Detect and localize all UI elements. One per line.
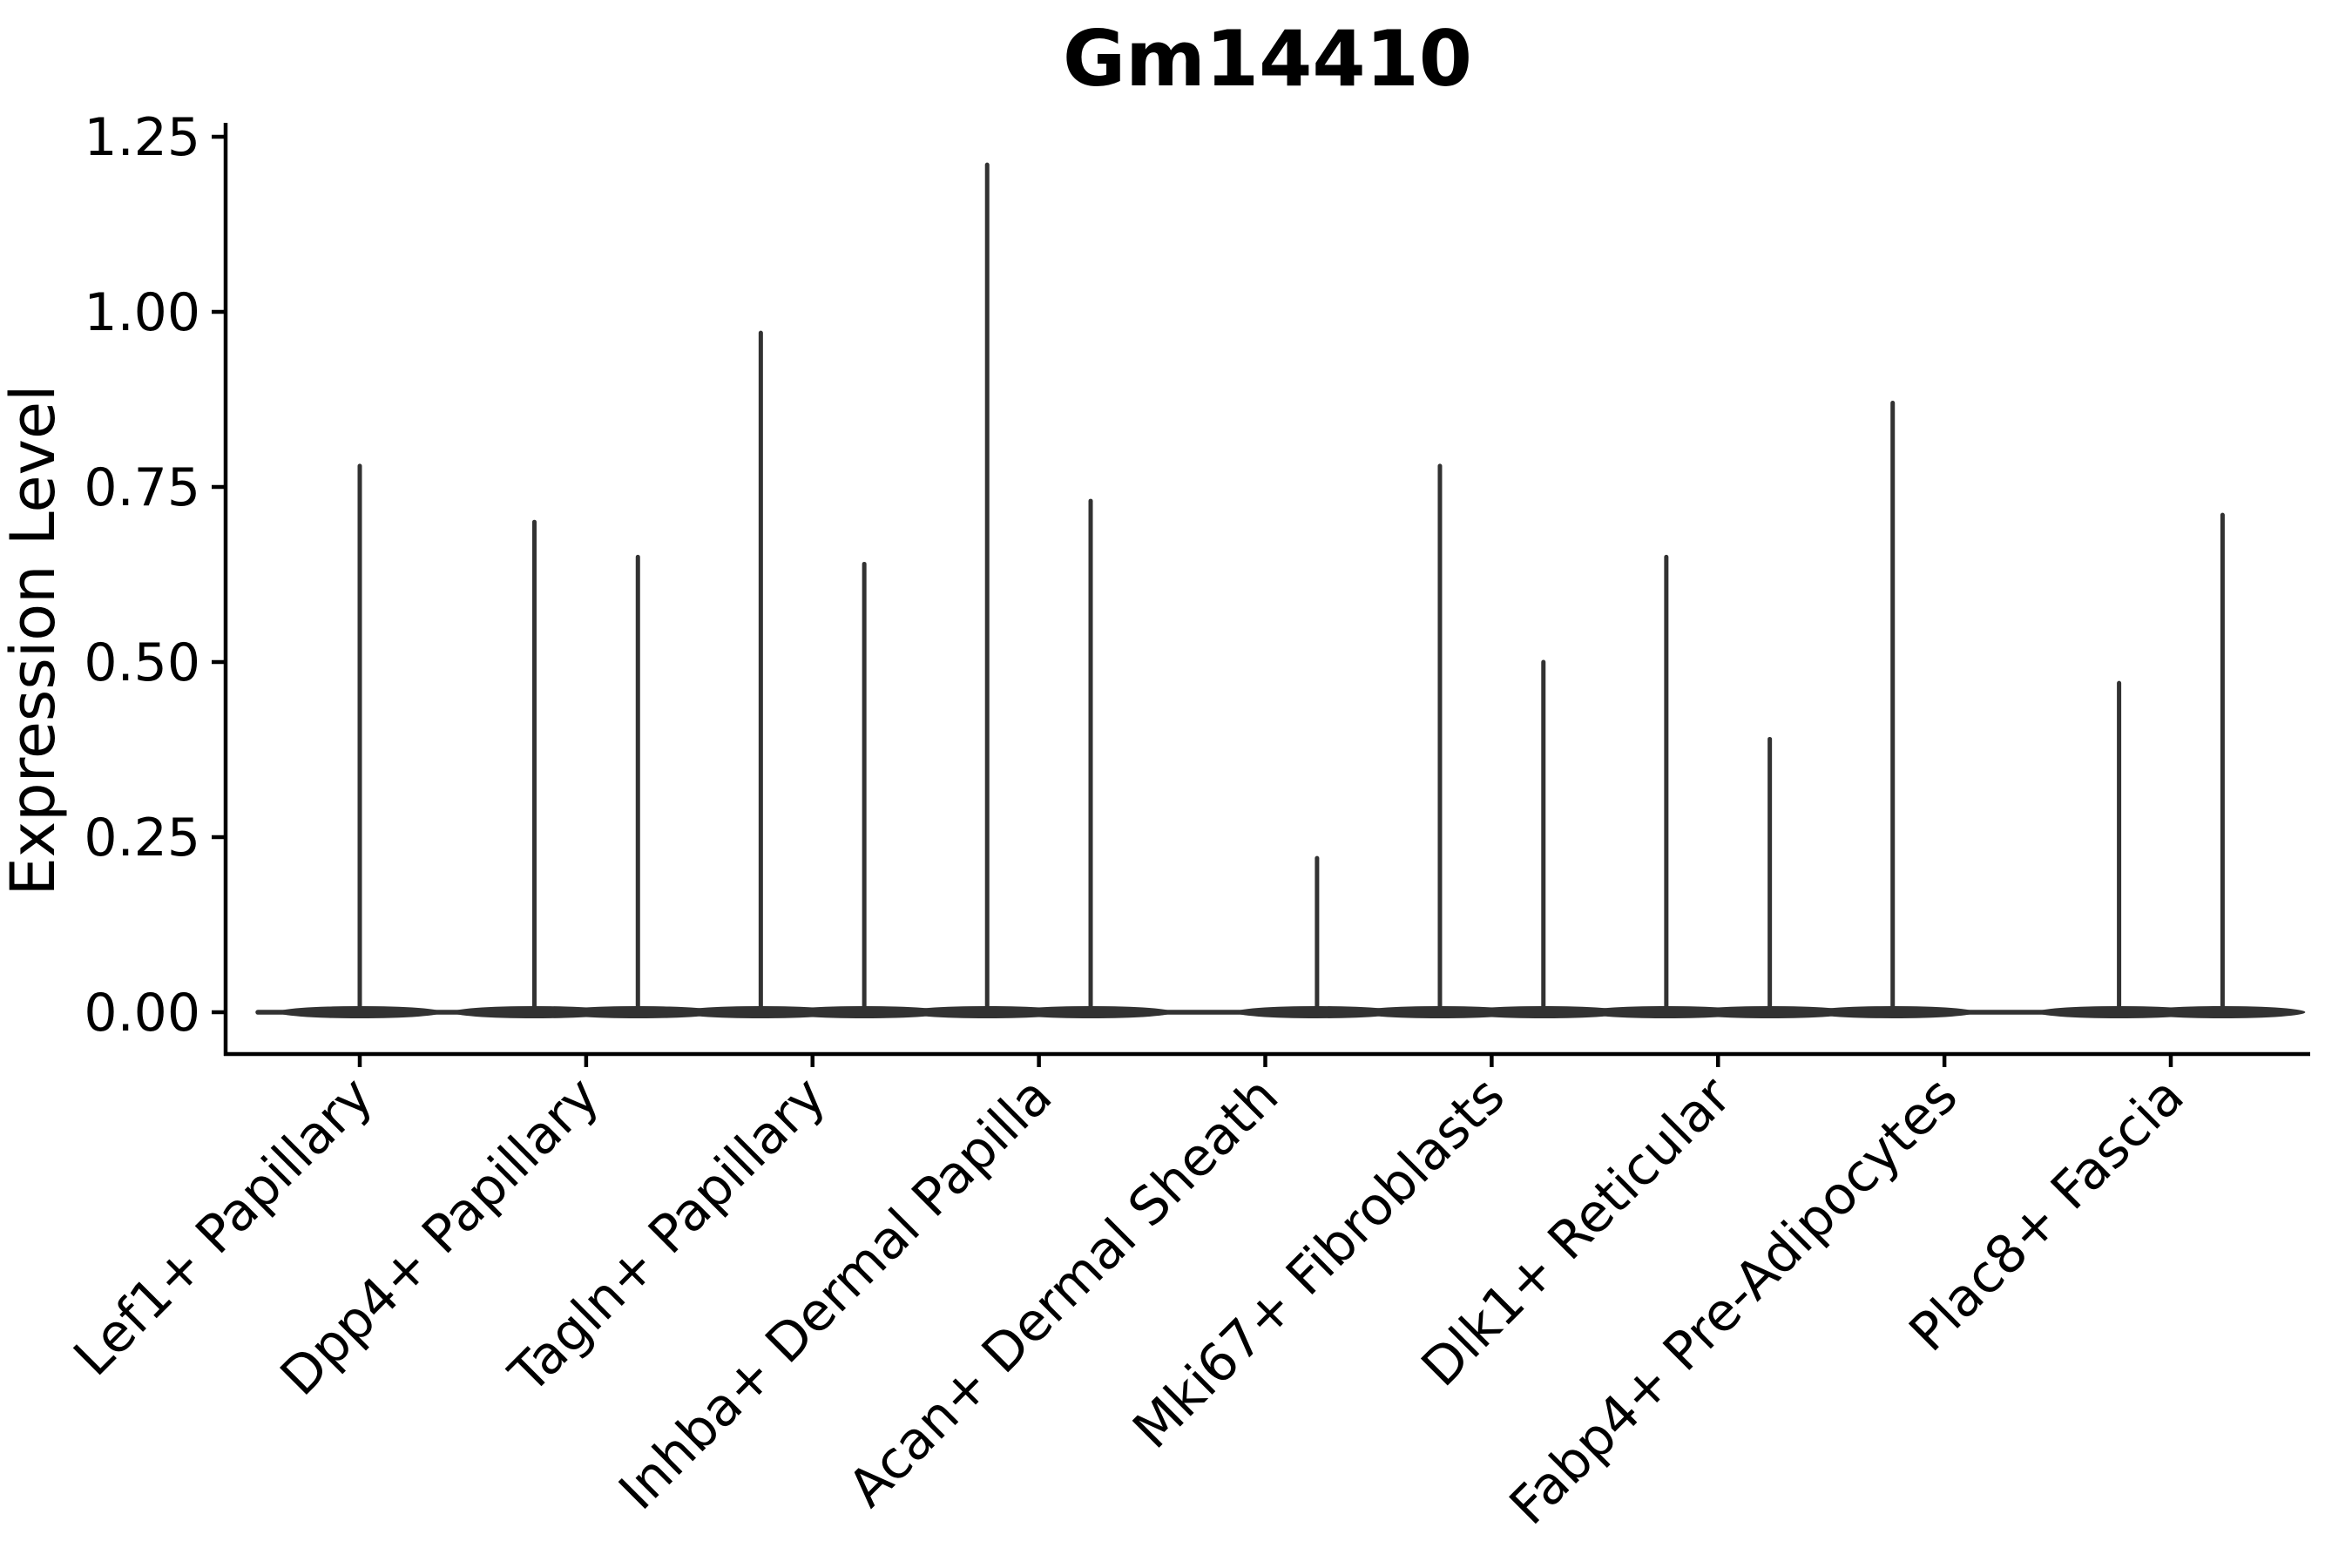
violin xyxy=(1583,554,1853,1018)
y-tick-label: 0.50 xyxy=(84,632,200,693)
violin xyxy=(1160,855,1400,1018)
x-tick-label: Acan+ Dermal Sheath xyxy=(837,1065,1291,1519)
violin xyxy=(255,463,464,1018)
x-tick-label: Fabp4+ Pre-Adipocytes xyxy=(1498,1065,1970,1537)
y-tick-label: 0.25 xyxy=(84,808,200,868)
violin xyxy=(678,330,948,1018)
y-tick-label: 1.25 xyxy=(84,107,200,168)
violin xyxy=(2036,512,2306,1018)
violin xyxy=(1356,463,1626,1018)
violin xyxy=(451,519,721,1018)
x-tick-label: Mki67+ Fibroblasts xyxy=(1121,1065,1517,1461)
y-tick-label: 0.75 xyxy=(84,457,200,518)
violins xyxy=(255,162,2306,1018)
y-axis-label: Expression Level xyxy=(0,384,69,896)
chart-title: Gm14410 xyxy=(1063,14,1472,104)
y-tick-label: 0.00 xyxy=(84,983,200,1044)
y-tick-label: 1.00 xyxy=(84,282,200,343)
violin xyxy=(904,162,1174,1018)
x-tick-label: Inhba+ Dermal Papilla xyxy=(607,1065,1064,1522)
violin xyxy=(1809,401,2049,1018)
y-axis-ticks: 0.00 0.25 0.50 0.75 1.00 1.25 xyxy=(84,107,226,1044)
